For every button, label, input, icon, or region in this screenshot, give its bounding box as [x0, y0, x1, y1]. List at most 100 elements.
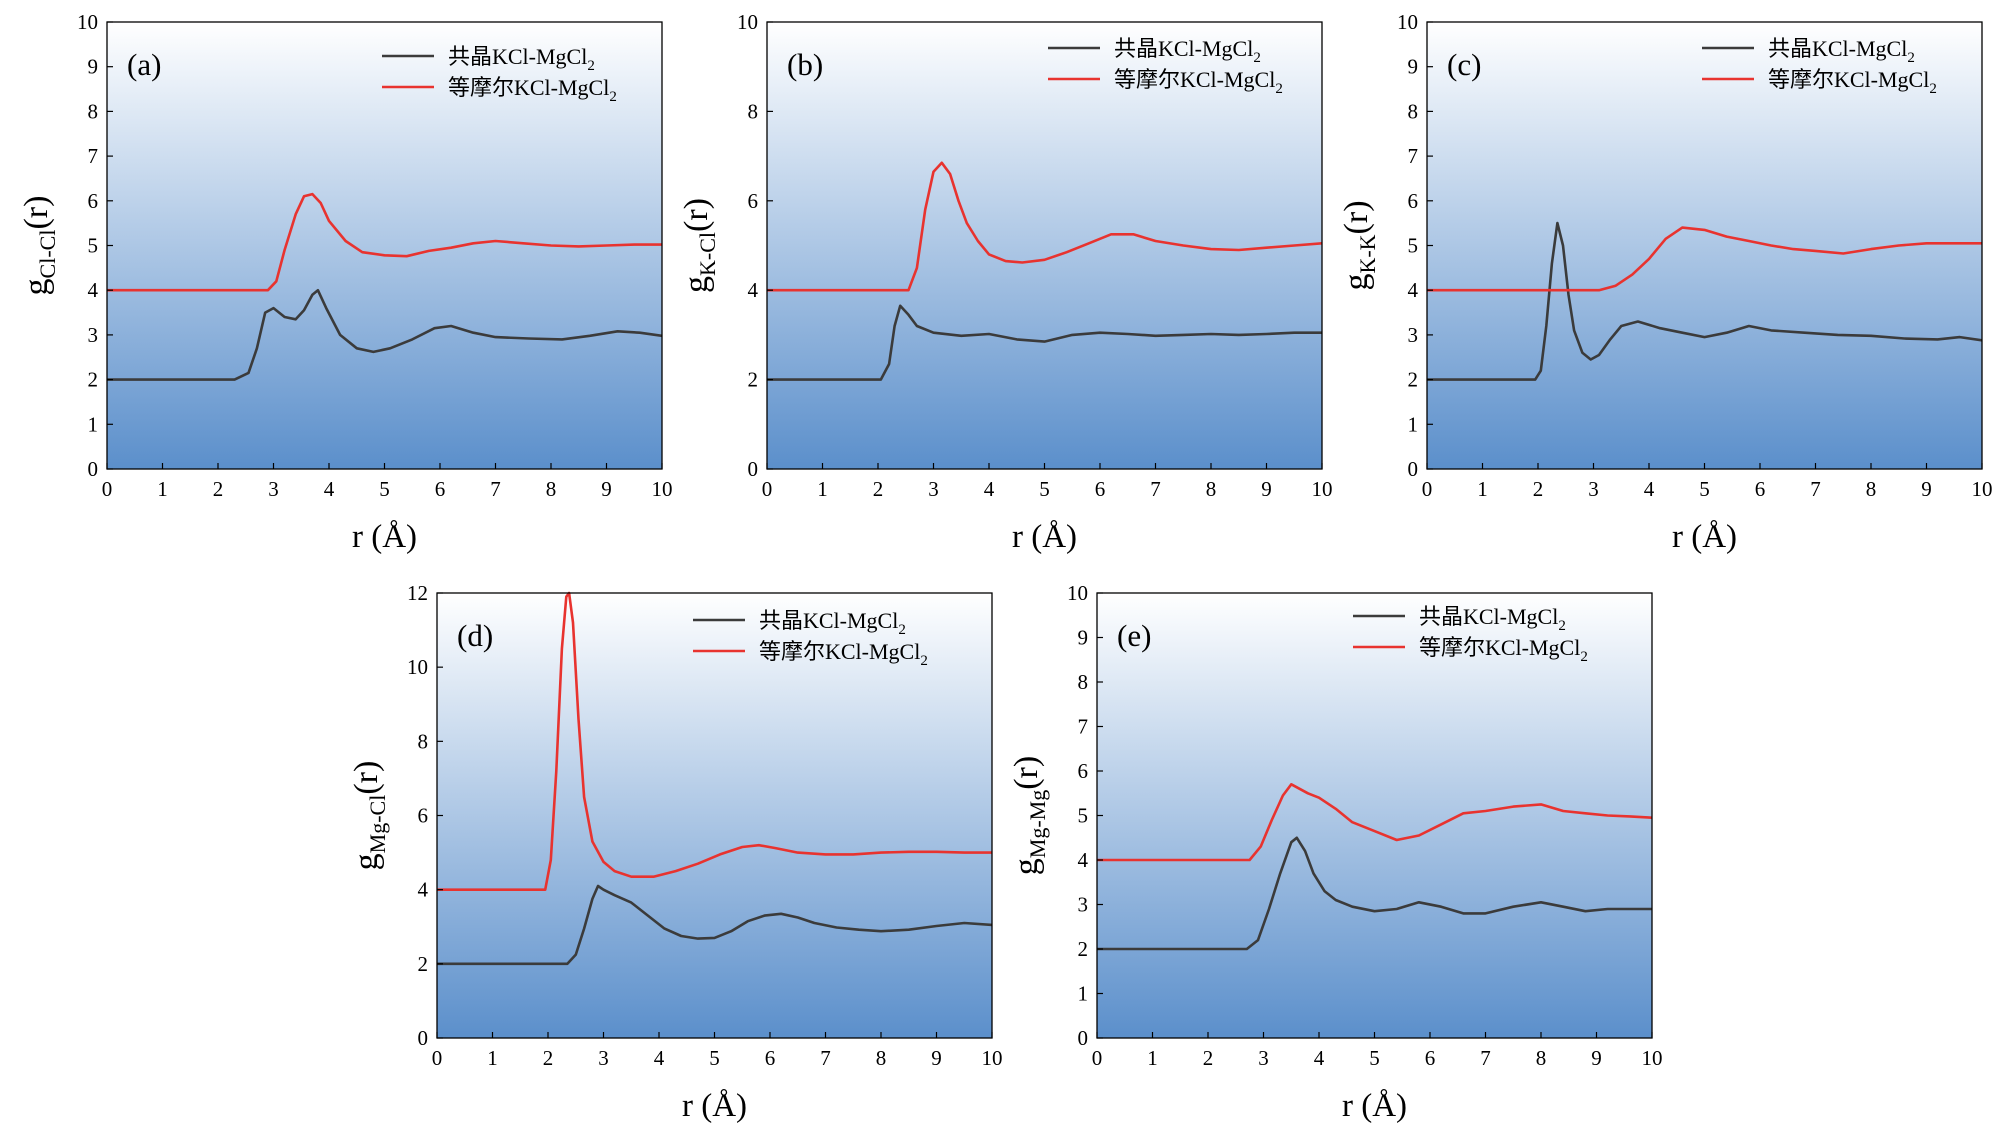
x-tick-label: 6 — [765, 1046, 776, 1070]
x-tick-label: 4 — [1644, 477, 1655, 501]
legend-label-black: 共晶KCl-MgCl2 — [1419, 604, 1566, 634]
series-line-red — [1097, 782, 1652, 862]
y-tick-label: 2 — [1078, 937, 1089, 961]
x-tick-label: 8 — [1536, 1046, 1547, 1070]
x-tick-label: 2 — [873, 477, 884, 501]
x-tick-label: 4 — [1314, 1046, 1325, 1070]
x-tick-label: 5 — [1699, 477, 1710, 501]
x-tick-label: 7 — [1810, 477, 1821, 501]
y-tick-label: 7 — [88, 144, 99, 168]
x-tick-label: 2 — [543, 1046, 554, 1070]
legend-label-black: 共晶KCl-MgCl2 — [448, 44, 595, 74]
x-tick-label: 9 — [601, 477, 612, 501]
panel-label: (e) — [1117, 618, 1151, 653]
series-line-black — [107, 288, 662, 381]
series-line-red — [767, 161, 1322, 292]
y-tick-label: 0 — [748, 457, 759, 481]
x-tick-label: 10 — [652, 477, 673, 501]
y-tick-label: 7 — [1078, 715, 1089, 739]
x-tick-label: 9 — [1261, 477, 1272, 501]
chart-panel-c: 0 1 2 3 4 5 6 7 8 9 10 0 1 2 3 4 5 6 7 8 9 10 r (Å) gK-K(r) (c) 共… — [1338, 10, 1993, 555]
x-tick-label: 5 — [1369, 1046, 1380, 1070]
x-tick-label: 8 — [876, 1046, 887, 1070]
legend-label-red: 等摩尔KCl-MgCl2 — [1114, 67, 1283, 97]
panel-label: (b) — [787, 47, 823, 82]
y-axis-title-tail: (r) — [348, 761, 385, 795]
x-tick-label: 0 — [432, 1046, 443, 1070]
x-tick-label: 1 — [487, 1046, 498, 1070]
y-tick-label: 6 — [1408, 189, 1419, 213]
x-tick-label: 5 — [1039, 477, 1050, 501]
series-line-red — [437, 591, 992, 892]
x-axis-title: r (Å) — [1012, 518, 1077, 555]
y-axis-title-sub: K-K — [1355, 234, 1380, 273]
y-tick-label: 3 — [88, 323, 99, 347]
legend-label-black: 共晶KCl-MgCl2 — [759, 608, 906, 638]
legend-label-red: 等摩尔KCl-MgCl2 — [448, 75, 617, 105]
x-axis-title: r (Å) — [352, 518, 417, 555]
chart-panel-a: 0 1 2 3 4 5 6 7 8 9 10 0 1 2 3 4 5 6 7 8 9 10 r (Å) gCl-Cl(r) (a… — [18, 10, 673, 555]
x-tick-label: 5 — [379, 477, 390, 501]
x-tick-label: 9 — [1921, 477, 1932, 501]
x-tick-label: 2 — [1533, 477, 1544, 501]
legend-label-black: 共晶KCl-MgCl2 — [1114, 36, 1261, 66]
x-tick-label: 3 — [598, 1046, 609, 1070]
y-tick-label: 9 — [88, 55, 99, 79]
legend-label-subscript: 2 — [1558, 618, 1566, 634]
y-tick-label: 4 — [1408, 278, 1419, 302]
x-tick-label: 8 — [1206, 477, 1217, 501]
y-axis-title-main: g — [18, 278, 55, 295]
legend-label-text: 共晶KCl-MgCl — [759, 608, 898, 633]
y-tick-label: 6 — [418, 804, 429, 828]
x-tick-label: 3 — [928, 477, 939, 501]
x-tick-label: 2 — [1203, 1046, 1214, 1070]
y-axis-title-tail: (r) — [1338, 200, 1375, 234]
legend-label-subscript: 2 — [1929, 81, 1937, 97]
y-tick-label: 6 — [748, 189, 759, 213]
legend-label-text: 共晶KCl-MgCl — [1768, 36, 1907, 61]
x-tick-label: 0 — [1422, 477, 1433, 501]
y-tick-label: 2 — [418, 952, 429, 976]
x-tick-label: 7 — [1150, 477, 1161, 501]
x-tick-label: 7 — [490, 477, 501, 501]
y-tick-label: 9 — [1078, 626, 1089, 650]
x-tick-label: 3 — [1588, 477, 1599, 501]
y-tick-label: 2 — [748, 368, 759, 392]
legend-label-subscript: 2 — [587, 58, 595, 74]
y-tick-label: 2 — [1408, 368, 1419, 392]
y-axis-title-main: g — [1338, 274, 1375, 291]
y-axis-title: gK-K(r) — [1338, 200, 1380, 290]
y-tick-label: 1 — [88, 412, 99, 436]
legend-label-black: 共晶KCl-MgCl2 — [1768, 36, 1915, 66]
y-axis-title-sub: Mg-Mg — [1025, 790, 1050, 858]
y-axis-title-sub: Cl-Cl — [35, 230, 60, 279]
y-axis-title-tail: (r) — [18, 196, 55, 230]
legend-label-subscript: 2 — [609, 89, 617, 105]
y-tick-label: 0 — [88, 457, 99, 481]
legend-label-text: 等摩尔KCl-MgCl — [448, 75, 609, 100]
panel-label: (d) — [457, 618, 493, 653]
y-tick-label: 4 — [418, 878, 429, 902]
x-tick-label: 0 — [762, 477, 773, 501]
y-axis-title-main: g — [1008, 858, 1045, 875]
legend-label-text: 共晶KCl-MgCl — [1419, 604, 1558, 629]
x-tick-label: 4 — [324, 477, 335, 501]
x-tick-label: 6 — [435, 477, 446, 501]
y-tick-label: 10 — [1397, 10, 1418, 34]
x-tick-label: 6 — [1095, 477, 1106, 501]
x-tick-label: 1 — [1477, 477, 1488, 501]
y-tick-label: 7 — [1408, 144, 1419, 168]
legend-label-subscript: 2 — [1275, 81, 1283, 97]
x-tick-label: 1 — [817, 477, 828, 501]
y-axis-title-tail: (r) — [1008, 756, 1045, 790]
x-tick-label: 9 — [931, 1046, 942, 1070]
legend-label-text: 等摩尔KCl-MgCl — [759, 639, 920, 664]
x-tick-label: 0 — [102, 477, 113, 501]
legend-label-text: 共晶KCl-MgCl — [1114, 36, 1253, 61]
x-axis-title: r (Å) — [1672, 518, 1737, 555]
legend-label-red: 等摩尔KCl-MgCl2 — [759, 639, 928, 669]
y-axis-title: gMg-Mg(r) — [1008, 756, 1050, 875]
